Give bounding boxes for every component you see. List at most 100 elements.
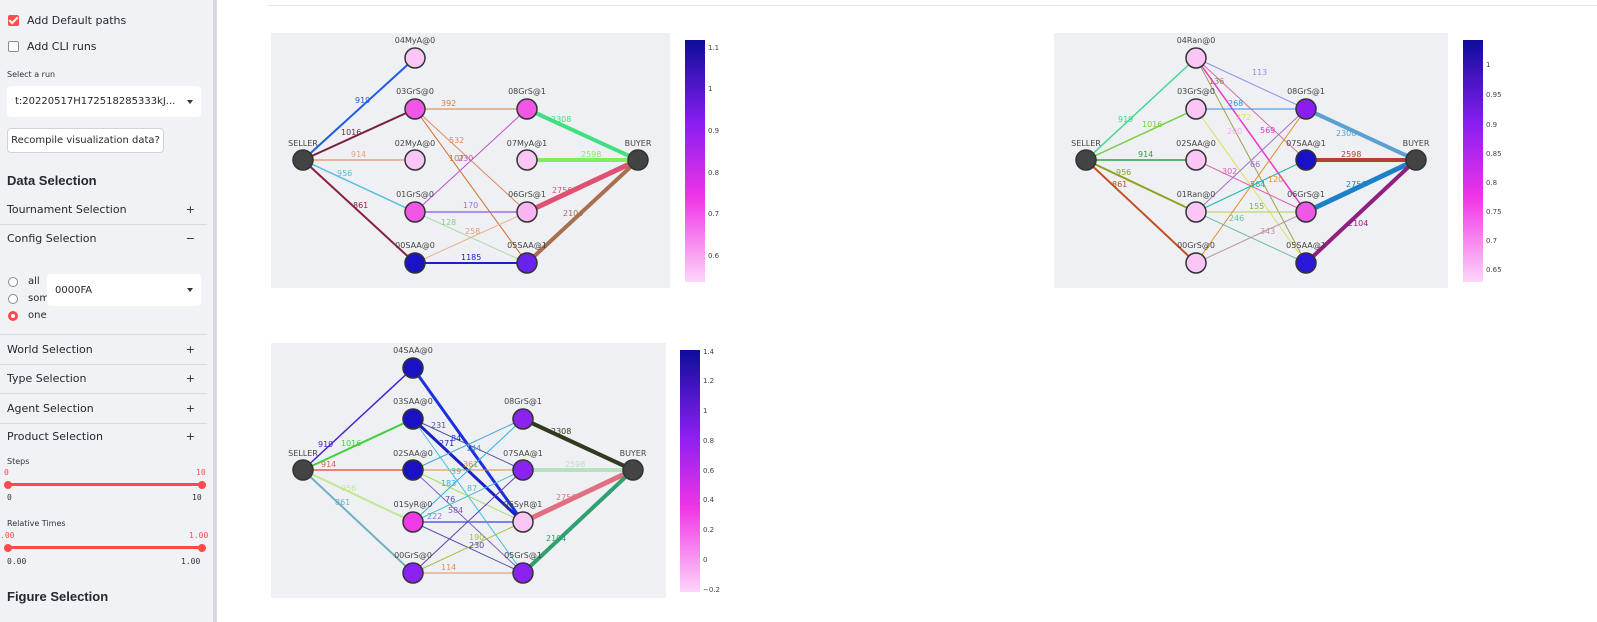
buyer-label: BUYER — [620, 449, 647, 458]
graph-node[interactable] — [402, 357, 424, 379]
sidebar: Add Default paths Add CLI runs Select a … — [0, 0, 213, 622]
divider — [0, 224, 207, 225]
plus-icon: + — [185, 430, 195, 443]
seller-node[interactable] — [292, 149, 314, 171]
colorbar-tick: 1.1 — [708, 44, 719, 52]
agent-selection-expander[interactable]: Agent Selection + — [7, 402, 201, 415]
graph-node[interactable] — [402, 562, 424, 584]
steps-slider-low-thumb[interactable] — [4, 481, 12, 489]
graph-node[interactable] — [516, 201, 538, 223]
nodes — [292, 357, 644, 584]
world-selection-label: World Selection — [7, 343, 93, 356]
graph-node[interactable] — [1185, 149, 1207, 171]
graph-node[interactable] — [1185, 98, 1207, 120]
graph-node[interactable] — [516, 149, 538, 171]
buyer-node[interactable] — [622, 459, 644, 481]
relative-times-high-thumb[interactable] — [198, 544, 206, 552]
colorbar-tick: 0.8 — [708, 169, 719, 177]
colorbar-tick: 0.95 — [1486, 91, 1502, 99]
node-label: 08GrS@1 — [504, 397, 542, 406]
edge-label: 107 — [449, 154, 464, 163]
config-selection-expander[interactable]: Config Selection − — [7, 232, 201, 245]
nodes — [292, 47, 649, 274]
figure-selection-title: Figure Selection — [7, 589, 109, 604]
seller-node[interactable] — [292, 459, 314, 481]
edge-label: 268 — [1228, 99, 1243, 108]
node-label: 07MyA@1 — [507, 139, 547, 148]
data-selection-title: Data Selection — [7, 173, 97, 188]
relative-times-low-thumb[interactable] — [4, 544, 12, 552]
graph-node[interactable] — [516, 252, 538, 274]
tournament-selection-expander[interactable]: Tournament Selection + — [7, 203, 201, 216]
colorbar-tick: 1 — [1486, 61, 1490, 69]
edge — [302, 159, 416, 264]
colorbar-ticks: 1.1 1 0.9 0.8 0.7 0.6 — [708, 44, 720, 260]
node-labels: SELLER BUYER 04SAA@0 03SAA@0 02SAA@0 01S… — [288, 346, 647, 560]
edge-label: 113 — [1252, 68, 1267, 77]
edge — [1195, 108, 1307, 213]
graph-node[interactable] — [1185, 47, 1207, 69]
add-cli-runs-checkbox[interactable] — [8, 41, 19, 52]
graph-node[interactable] — [512, 562, 534, 584]
node-label: 06GrS@1 — [508, 190, 546, 199]
run-select[interactable]: t:20220517H172518285333kJ... — [7, 86, 201, 117]
seller-label: SELLER — [288, 139, 318, 148]
minus-icon: − — [185, 232, 195, 245]
type-selection-label: Type Selection — [7, 372, 87, 385]
edge-label: 361 — [463, 460, 478, 469]
edge-label: 1185 — [461, 253, 481, 262]
recompile-button[interactable]: Recompile visualization data? — [7, 128, 164, 153]
radio-some[interactable] — [8, 294, 18, 304]
product-selection-expander[interactable]: Product Selection + — [7, 430, 201, 443]
edge — [1305, 107, 1417, 162]
edge-label: 76 — [445, 495, 455, 504]
add-default-paths-checkbox[interactable] — [8, 15, 19, 26]
colorbar — [1463, 40, 1483, 282]
graph-node[interactable] — [1295, 252, 1317, 274]
edge — [412, 418, 524, 471]
graph-node[interactable] — [402, 408, 424, 430]
buyer-node[interactable] — [627, 149, 649, 171]
edge-label: 230 — [458, 154, 473, 163]
steps-slider-track[interactable] — [8, 483, 202, 486]
edge — [522, 417, 634, 472]
graph-node[interactable] — [404, 47, 426, 69]
edge — [302, 159, 416, 213]
main-divider — [268, 5, 1597, 6]
graph-node[interactable] — [1295, 201, 1317, 223]
buyer-node[interactable] — [1405, 149, 1427, 171]
graph-node[interactable] — [512, 511, 534, 533]
radio-one-label: one — [28, 310, 47, 321]
radio-all[interactable] — [8, 277, 18, 287]
graph-node[interactable] — [512, 408, 534, 430]
graph-node[interactable] — [404, 252, 426, 274]
seller-node[interactable] — [1075, 149, 1097, 171]
colorbar-ticks: 1.4 1.2 1 0.8 0.6 0.4 0.2 0 −0.2 — [703, 348, 720, 594]
sidebar-resize-handle[interactable] — [213, 0, 217, 622]
edge-label: 919 — [318, 440, 333, 449]
graph-node[interactable] — [404, 149, 426, 171]
node-label: 03GrS@0 — [1177, 87, 1215, 96]
graph-node[interactable] — [512, 459, 534, 481]
graph-node[interactable] — [1295, 98, 1317, 120]
network-graph-3: 919 1016 914 956 861 231 84 271 144 361 … — [271, 343, 720, 598]
graph-node[interactable] — [404, 98, 426, 120]
config-select[interactable]: 0000FA — [47, 274, 201, 306]
world-selection-expander[interactable]: World Selection + — [7, 343, 201, 356]
graph-node[interactable] — [402, 511, 424, 533]
colorbar-tick: 0.9 — [708, 127, 719, 135]
graph-node[interactable] — [1185, 201, 1207, 223]
radio-one[interactable] — [8, 311, 18, 321]
graph-node[interactable] — [1295, 149, 1317, 171]
relative-times-slider-track[interactable] — [8, 546, 202, 549]
graph-node[interactable] — [404, 201, 426, 223]
steps-slider-high-thumb[interactable] — [198, 481, 206, 489]
divider — [0, 393, 207, 394]
graph-node[interactable] — [516, 98, 538, 120]
type-selection-expander[interactable]: Type Selection + — [7, 372, 201, 385]
graph-node[interactable] — [402, 459, 424, 481]
node-label: 02SAA@0 — [393, 449, 433, 458]
seller-label: SELLER — [288, 449, 318, 458]
edge — [412, 469, 524, 574]
graph-node[interactable] — [1185, 252, 1207, 274]
